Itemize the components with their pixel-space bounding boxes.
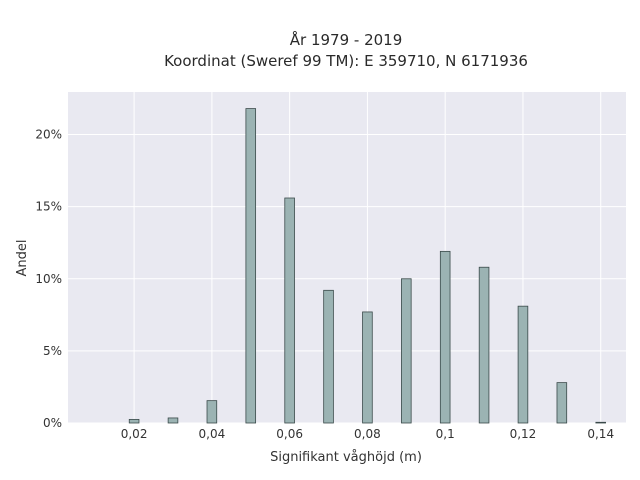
bar-5 — [323, 289, 334, 424]
y-axis-label: Andel — [15, 240, 30, 277]
bar-7 — [401, 278, 412, 424]
bar-3 — [245, 108, 257, 424]
bar-4 — [284, 197, 295, 424]
bar-2 — [206, 400, 218, 424]
y-tick-label-2: 10% — [35, 272, 62, 286]
x-tick-label-3: 0,08 — [354, 427, 381, 441]
plot-area — [68, 92, 626, 423]
x-tick-labels: 0,02 0,04 0,06 0,08 0,1 0,12 0,14 — [121, 427, 614, 441]
y-tick-labels: 0% 5% 10% 15% 20% — [35, 128, 62, 430]
x-tick-label-0: 0,02 — [121, 427, 148, 441]
x-tick-label-5: 0,12 — [510, 427, 537, 441]
bar-0 — [128, 418, 140, 424]
x-tick-label-1: 0,04 — [199, 427, 226, 441]
x-tick-label-2: 0,06 — [276, 427, 303, 441]
bar-6 — [362, 311, 373, 424]
y-tick-label-1: 5% — [43, 344, 62, 358]
y-tick-label-4: 20% — [35, 128, 62, 142]
bar-10 — [517, 305, 529, 424]
x-axis-label: Signifikant våghöjd (m) — [270, 450, 422, 465]
bar-9 — [478, 266, 490, 424]
y-tick-label-0: 0% — [43, 416, 62, 430]
y-tick-label-3: 15% — [35, 200, 62, 214]
bar-8 — [439, 250, 451, 424]
chart-title-line2: Koordinat (Sweref 99 TM): E 359710, N 61… — [164, 52, 528, 70]
bar-11 — [556, 382, 568, 424]
bar-1 — [167, 417, 179, 424]
bars — [128, 108, 606, 424]
x-tick-label-4: 0,1 — [436, 427, 455, 441]
x-tick-label-6: 0,14 — [587, 427, 614, 441]
bar-12 — [595, 421, 606, 424]
chart-title-line1: År 1979 - 2019 — [290, 30, 403, 49]
